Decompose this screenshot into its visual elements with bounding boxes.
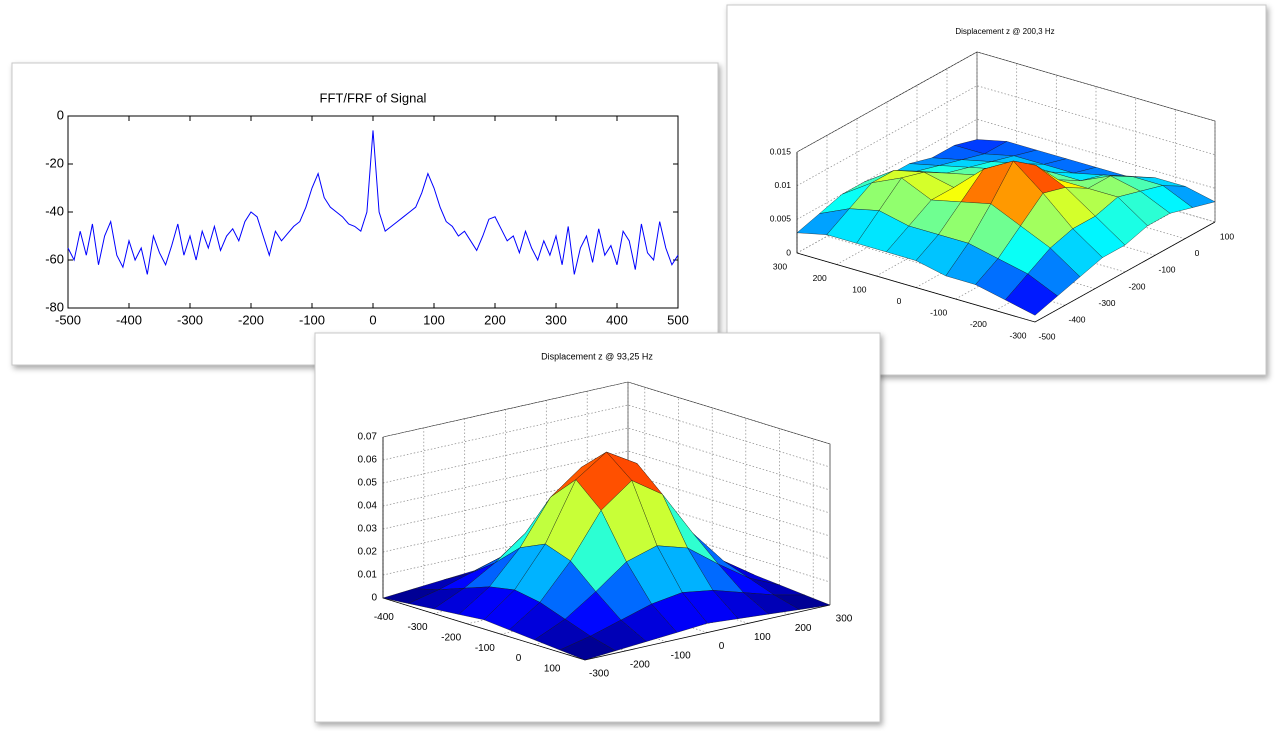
z-grid-line bbox=[796, 118, 1216, 220]
surface-cell bbox=[559, 635, 617, 661]
z-tick-label: 0.03 bbox=[358, 524, 378, 535]
z-tick-label: 0.07 bbox=[358, 432, 378, 443]
x-tick-label: -400 bbox=[116, 312, 142, 327]
y-tick-label: 200 bbox=[795, 623, 812, 634]
y-tick-label: -80 bbox=[45, 299, 64, 314]
y-tick-label: -400 bbox=[1068, 315, 1085, 325]
x-tick-label: -200 bbox=[441, 632, 461, 643]
y-grid-line bbox=[946, 68, 1186, 240]
fft-panel: FFT/FRF of Signal -500 -400 -300 -200 -100 0 1… bbox=[11, 62, 719, 366]
y-tick-label: 0 bbox=[1195, 248, 1200, 258]
y-grid-line bbox=[856, 118, 1096, 290]
x-grid-line bbox=[534, 428, 780, 645]
surface-panel: Displacement z @ 200,3 Hz 0 0.005 0.01 0.01… bbox=[726, 4, 1267, 376]
x-grid-line bbox=[467, 407, 713, 625]
x-tick-label: -100 bbox=[299, 312, 325, 327]
x-tick-label: -300 bbox=[1009, 330, 1026, 340]
x-grid-line bbox=[955, 98, 1137, 300]
z-tick-label: 0.01 bbox=[358, 570, 378, 581]
y-tick-label: -100 bbox=[671, 650, 691, 661]
axis-line bbox=[796, 152, 1216, 323]
x-tick-label: 0 bbox=[369, 312, 376, 327]
signal-line bbox=[67, 130, 679, 275]
x-tick-label: 300 bbox=[773, 261, 787, 271]
x-tick-label: -100 bbox=[930, 307, 947, 317]
x-grid-line bbox=[995, 109, 1176, 311]
z-tick-label: 0.01 bbox=[774, 180, 791, 190]
x-tick-label: -300 bbox=[407, 622, 427, 633]
chart-title: FFT/FRF of Signal bbox=[320, 90, 427, 105]
x-grid-line bbox=[836, 63, 1018, 265]
z-tick-label: 0 bbox=[371, 593, 377, 604]
y-grid-line bbox=[916, 85, 1156, 256]
x-tick-label: -300 bbox=[177, 312, 203, 327]
x-grid-line bbox=[568, 438, 814, 656]
x-tick-label: -400 bbox=[374, 612, 394, 623]
surface-panel: Displacement z @ 93,25 Hz 0 0.01 0.02 0.03 0… bbox=[314, 332, 881, 723]
y-tick-label: -500 bbox=[1038, 331, 1055, 341]
x-tick-label: 100 bbox=[852, 284, 866, 294]
x-tick-label: 100 bbox=[423, 312, 445, 327]
y-tick-label: 300 bbox=[836, 614, 853, 625]
y-tick-label: 100 bbox=[1220, 231, 1234, 241]
x-tick-label: -500 bbox=[55, 312, 81, 327]
x-grid-line bbox=[1034, 121, 1216, 323]
y-tick-label: 0 bbox=[719, 641, 725, 652]
z-tick-label: 0.015 bbox=[770, 146, 792, 156]
y-tick-label: -60 bbox=[45, 251, 64, 266]
y-tick-label: -200 bbox=[1128, 281, 1145, 291]
y-grid-line bbox=[826, 135, 1066, 306]
y-tick-label: -100 bbox=[1158, 265, 1175, 275]
x-tick-label: 100 bbox=[544, 663, 561, 674]
plot-area bbox=[67, 115, 679, 309]
z-tick-label: 0.05 bbox=[358, 478, 378, 489]
chart-title: Displacement z @ 200,3 Hz bbox=[955, 27, 1054, 36]
y-tick-label: -40 bbox=[45, 203, 64, 218]
x-tick-label: 500 bbox=[667, 312, 689, 327]
y-tick-label: -300 bbox=[1098, 298, 1115, 308]
x-tick-label: -100 bbox=[475, 643, 495, 654]
axis-line bbox=[382, 437, 831, 661]
x-tick-label: 200 bbox=[484, 312, 506, 327]
z-grid-line bbox=[796, 51, 1216, 153]
x-grid-line bbox=[433, 397, 679, 614]
x-grid-line bbox=[915, 86, 1097, 288]
x-tick-label: 0 bbox=[897, 296, 902, 306]
y-tick-label: -200 bbox=[630, 659, 650, 670]
z-tick-label: 0.04 bbox=[358, 501, 378, 512]
x-tick-label: -200 bbox=[238, 312, 264, 327]
y-tick-label: 100 bbox=[754, 632, 771, 643]
z-tick-label: 0 bbox=[786, 247, 791, 257]
x-tick-label: 0 bbox=[516, 653, 522, 664]
chart-title: Displacement z @ 93,25 Hz bbox=[541, 351, 653, 361]
z-tick-label: 0.005 bbox=[770, 214, 792, 224]
y-tick-label: 0 bbox=[57, 107, 64, 122]
x-tick-label: 200 bbox=[813, 273, 827, 283]
y-grid-line bbox=[976, 52, 1216, 223]
z-tick-label: 0.02 bbox=[358, 547, 378, 558]
y-tick-label: -20 bbox=[45, 155, 64, 170]
x-grid-line bbox=[399, 387, 646, 604]
surface-cell bbox=[1004, 273, 1058, 316]
z-tick-label: 0.06 bbox=[358, 455, 378, 466]
x-tick-label: 400 bbox=[606, 312, 628, 327]
x-tick-label: 300 bbox=[545, 312, 567, 327]
y-tick-label: -300 bbox=[589, 669, 609, 680]
x-tick-label: -200 bbox=[970, 319, 987, 329]
x-grid-line bbox=[876, 75, 1057, 277]
x-grid-line bbox=[500, 418, 747, 635]
y-grid-line bbox=[886, 102, 1126, 273]
